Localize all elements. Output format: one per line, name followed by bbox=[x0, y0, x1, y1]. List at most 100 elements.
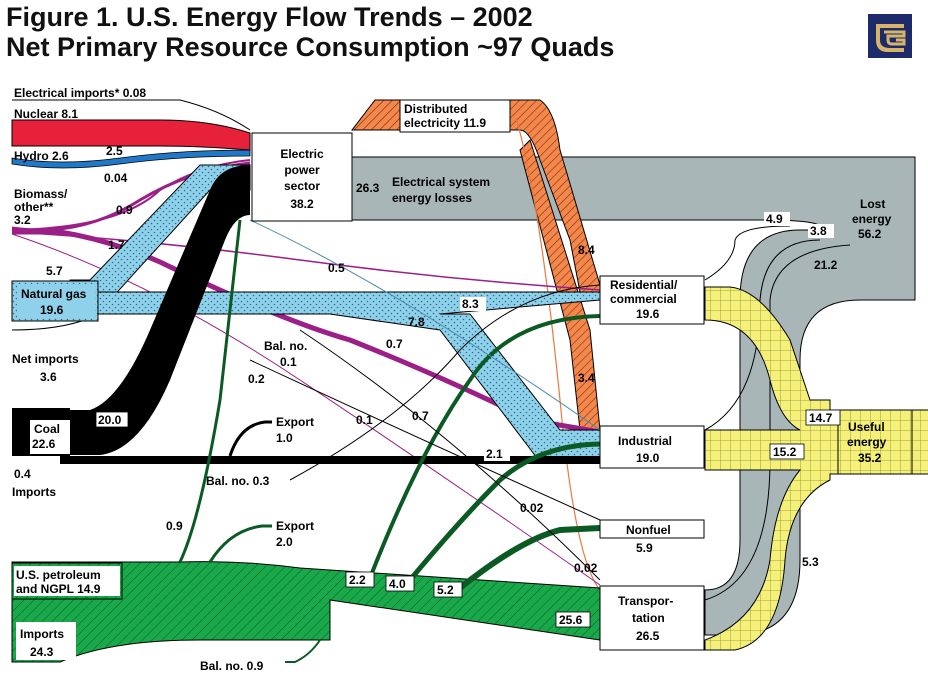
node-sysloss-2: energy losses bbox=[392, 191, 472, 205]
flow-export1-b: 1.0 bbox=[276, 431, 293, 445]
label-coal-imports-2: Imports bbox=[12, 485, 56, 499]
gas-to-transport-line bbox=[299, 329, 601, 581]
coal-to-power bbox=[60, 165, 250, 455]
label-coal-1: Coal bbox=[34, 422, 60, 436]
flow-gas-07b: 0.7 bbox=[412, 409, 429, 423]
petroleum-export bbox=[208, 524, 272, 563]
flow-balno1: Bal. no. bbox=[264, 339, 307, 353]
title-line-1: Figure 1. U.S. Energy Flow Trends – 2002 bbox=[6, 2, 533, 32]
flow-bg-212 bbox=[812, 258, 844, 272]
label-net-imports-2: 3.6 bbox=[40, 370, 57, 384]
flow-p-52: 5.2 bbox=[437, 583, 454, 597]
node-useful-3: 35.2 bbox=[858, 451, 882, 465]
petroleum-balno bbox=[285, 639, 321, 663]
flow-export1-a: Export bbox=[276, 415, 314, 429]
flow-coal-21: 2.1 bbox=[486, 447, 503, 461]
flow-bg-52 bbox=[433, 581, 463, 598]
flow-gas-78: 7.8 bbox=[408, 315, 425, 329]
node-ind-1: Industrial bbox=[618, 434, 672, 448]
flow-bg-21 bbox=[484, 447, 510, 461]
flow-p-22: 2.2 bbox=[349, 573, 366, 587]
flow-l-38: 3.8 bbox=[810, 224, 827, 238]
electric-power-sector-node bbox=[251, 132, 353, 222]
label-biomass-1: Biomass/ bbox=[14, 187, 68, 201]
flow-bio-02: 0.2 bbox=[248, 372, 265, 386]
label-natural-gas-2: 19.6 bbox=[40, 303, 64, 317]
flow-bg-200 bbox=[95, 411, 129, 428]
label-petroleum-2: and NGPL 14.9 bbox=[16, 582, 101, 596]
flow-coal-01: 0.1 bbox=[356, 413, 373, 427]
coal-export bbox=[228, 420, 272, 457]
flow-bio-05: 0.5 bbox=[328, 261, 345, 275]
flow-ind-34: 3.4 bbox=[578, 371, 595, 385]
flow-l-212: 21.2 bbox=[814, 258, 838, 272]
node-power-3: sector bbox=[284, 179, 320, 193]
node-trans-3: 26.5 bbox=[636, 629, 660, 643]
useful-energy-node bbox=[837, 409, 913, 475]
node-power-2: power bbox=[284, 163, 320, 177]
label-coal-imports-1: 0.4 bbox=[14, 467, 31, 481]
natural-gas-label-bg bbox=[17, 284, 95, 318]
lost-branch-ind bbox=[704, 239, 821, 431]
residential-commercial-node bbox=[599, 275, 705, 325]
flow-l-49: 4.9 bbox=[766, 212, 783, 226]
nonfuel-node bbox=[599, 519, 705, 539]
coal-balno-line bbox=[289, 284, 601, 481]
biomass-to-residential bbox=[11, 231, 601, 291]
coal-flow-industrial bbox=[60, 456, 600, 464]
hydro-flow bbox=[11, 149, 251, 169]
flow-u-53: 5.3 bbox=[802, 555, 819, 569]
flow-p-40: 4.0 bbox=[389, 577, 406, 591]
flow-bio-09: 0.9 bbox=[116, 203, 133, 217]
flow-p-002b: 0.02 bbox=[574, 561, 598, 575]
label-imports-2: 24.3 bbox=[30, 645, 54, 659]
petroleum-to-power bbox=[178, 219, 242, 563]
flow-balno1-value: 0.1 bbox=[280, 355, 297, 369]
petroleum-to-industrial bbox=[408, 441, 601, 582]
flow-gas-07: 0.7 bbox=[386, 337, 403, 351]
node-power-4: 38.2 bbox=[290, 197, 314, 211]
node-distributed-2: electricity 11.9 bbox=[404, 116, 486, 130]
node-distributed-1: Distributed bbox=[404, 102, 467, 116]
flow-balno3: Bal. no. 0.3 bbox=[206, 474, 270, 488]
logo-mark bbox=[868, 14, 912, 58]
flow-sys-263: 26.3 bbox=[356, 181, 380, 195]
lost-branch-res bbox=[704, 225, 791, 281]
petroleum-label-bg bbox=[14, 566, 120, 596]
node-useful-2: energy bbox=[847, 435, 887, 449]
industrial-node bbox=[599, 425, 705, 469]
node-res-3: 19.6 bbox=[636, 307, 660, 321]
flow-bg-83 bbox=[460, 297, 486, 311]
label-coal-2: 22.6 bbox=[32, 437, 56, 451]
flow-p-256: 25.6 bbox=[559, 613, 583, 627]
flow-bg-40 bbox=[385, 575, 415, 592]
flow-p-09: 0.9 bbox=[166, 519, 183, 533]
node-sysloss-1: Electrical system bbox=[392, 175, 490, 189]
figure-title: Figure 1. U.S. Energy Flow Trends – 2002… bbox=[6, 2, 614, 62]
node-useful-1: Useful bbox=[848, 420, 885, 434]
imports-label-bg bbox=[16, 622, 76, 660]
flow-export2-a: Export bbox=[276, 519, 314, 533]
label-natural-gas-1: Natural gas bbox=[21, 287, 87, 301]
electricity-to-transport bbox=[515, 117, 601, 591]
coal-label-bg bbox=[30, 420, 70, 454]
flow-u-152: 15.2 bbox=[773, 445, 797, 459]
flow-bg-147 bbox=[805, 409, 841, 426]
flow-bg-152 bbox=[769, 443, 805, 460]
node-nonfuel-2: 5.9 bbox=[636, 541, 653, 555]
flow-balno9: Bal. no. 0.9 bbox=[200, 659, 264, 673]
gas-to-nonfuel-line bbox=[249, 359, 601, 521]
node-power-1: Electric bbox=[280, 147, 324, 161]
label-biomass-3: 3.2 bbox=[14, 213, 31, 227]
node-trans-1: Transpor- bbox=[618, 594, 673, 608]
flow-bio-17: 1.7 bbox=[108, 238, 125, 252]
title-line-2: Net Primary Resource Consumption ~97 Qua… bbox=[6, 32, 615, 62]
flow-p-002a: 0.02 bbox=[520, 501, 544, 515]
flow-res-84: 8.4 bbox=[578, 243, 595, 257]
flow-u-147: 14.7 bbox=[809, 411, 833, 425]
petroleum-to-nonfuel bbox=[458, 525, 601, 591]
flow-bg-256 bbox=[555, 611, 591, 628]
flow-gas-83: 8.3 bbox=[462, 297, 479, 311]
node-res-1: Residential/ bbox=[610, 278, 678, 292]
node-ind-2: 19.0 bbox=[636, 451, 660, 465]
